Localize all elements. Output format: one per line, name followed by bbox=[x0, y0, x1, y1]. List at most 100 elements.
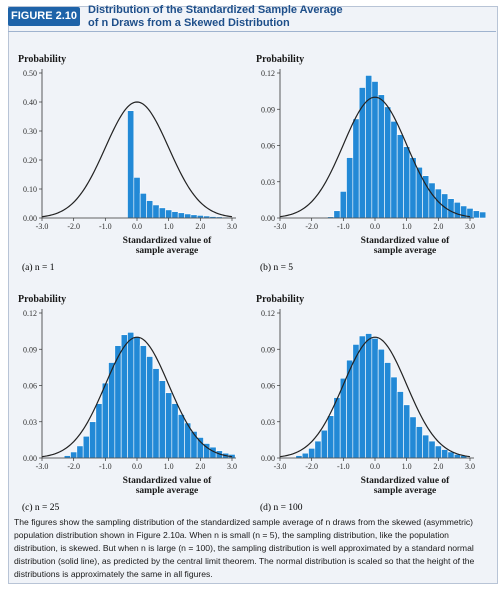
x-tick-label: -3.0 bbox=[36, 462, 49, 471]
histogram-bar bbox=[320, 429, 328, 459]
x-axis-label-line-2: sample average bbox=[374, 486, 437, 496]
histogram-bar bbox=[82, 435, 90, 459]
histogram-bar bbox=[165, 392, 173, 459]
chart-d: Probability 0.00 0.03 0.06 0.09 0.12 -3.0 -2.0 -… bbox=[256, 294, 475, 513]
histogram-bar bbox=[76, 445, 84, 459]
figure-title-line-2: of n Draws from a Skewed Distribution bbox=[88, 17, 290, 29]
x-tick-label: 2.0 bbox=[195, 222, 205, 231]
normal-density-curve bbox=[41, 336, 233, 458]
histogram-bar bbox=[333, 397, 341, 459]
x-axis-label-line-2: sample average bbox=[136, 486, 199, 496]
y-tick-label: 0.03 bbox=[261, 178, 275, 187]
histogram-bar bbox=[428, 182, 436, 219]
histogram-bar bbox=[377, 94, 385, 219]
histogram-bar bbox=[146, 200, 154, 219]
histogram-bar bbox=[396, 134, 404, 219]
histogram-bar bbox=[428, 440, 436, 459]
histogram-bar bbox=[371, 338, 379, 459]
title-divider bbox=[8, 31, 496, 32]
y-tick-label: 0.40 bbox=[23, 98, 37, 107]
y-tick-label: 0.03 bbox=[261, 418, 275, 427]
y-axis-label: Probability bbox=[18, 54, 66, 65]
histogram-bar bbox=[301, 452, 309, 459]
x-tick-label: 1.0 bbox=[164, 462, 174, 471]
y-tick-label: 0.09 bbox=[261, 345, 275, 354]
normal-density-curve bbox=[41, 101, 233, 218]
histogram-bar bbox=[95, 403, 103, 459]
y-tick-label: 0.12 bbox=[23, 309, 37, 318]
x-tick-label: -1.0 bbox=[337, 462, 350, 471]
x-tick-label: 1.0 bbox=[164, 222, 174, 231]
histogram-bar bbox=[434, 445, 442, 459]
x-tick-label: -3.0 bbox=[274, 462, 287, 471]
histogram-bar bbox=[415, 426, 423, 459]
x-tick-label: 1.0 bbox=[402, 222, 412, 231]
histogram-bar bbox=[365, 333, 373, 459]
subcaption-c: (c) n = 25 bbox=[22, 502, 60, 513]
x-tick-label: 3.0 bbox=[227, 462, 237, 471]
histogram-bar bbox=[390, 121, 398, 219]
x-axis-label-line-2: sample average bbox=[374, 246, 437, 256]
histogram-bar bbox=[171, 211, 179, 219]
histogram-bar bbox=[409, 157, 417, 219]
chart-panel-c: Probability 0.00 0.03 0.06 0.09 0.12 -3.0 -2.0 -… bbox=[14, 286, 249, 536]
y-tick-label: 0.06 bbox=[261, 382, 275, 391]
y-tick-label: 0.12 bbox=[261, 309, 275, 318]
x-tick-label: -1.0 bbox=[99, 462, 112, 471]
histogram-bar bbox=[441, 449, 449, 459]
histogram-bar bbox=[171, 403, 179, 459]
histogram-bar bbox=[108, 362, 116, 459]
histogram-bar bbox=[158, 207, 166, 219]
y-tick-label: 0.00 bbox=[23, 454, 37, 463]
figure-frame bbox=[8, 6, 498, 584]
histogram-bar bbox=[352, 118, 360, 219]
figure-title-line-1: Distribution of the Standardized Sample … bbox=[88, 4, 343, 16]
x-axis-label-line-1: Standardized value of bbox=[123, 476, 213, 486]
chart-panel-b: Probability 0.00 0.03 0.06 0.09 0.12 -3.0 -2.0 -… bbox=[252, 46, 487, 296]
x-tick-label: 0.0 bbox=[370, 462, 380, 471]
normal-density-curve bbox=[279, 336, 471, 458]
histogram-bar bbox=[152, 368, 160, 459]
y-axis-label: Probability bbox=[18, 294, 66, 305]
histogram-bar bbox=[101, 382, 109, 459]
histogram-bar bbox=[190, 431, 198, 459]
y-tick-label: 0.00 bbox=[23, 214, 37, 223]
histogram-bar bbox=[403, 404, 411, 459]
histogram-bar bbox=[396, 391, 404, 459]
histogram-bar bbox=[139, 345, 147, 459]
histogram-bar bbox=[196, 437, 204, 459]
x-tick-label: -2.0 bbox=[305, 462, 318, 471]
x-tick-label: -1.0 bbox=[337, 222, 350, 231]
y-tick-label: 0.12 bbox=[261, 69, 275, 78]
histogram-bar bbox=[358, 335, 366, 459]
x-axis-label-line-1: Standardized value of bbox=[361, 236, 451, 246]
x-tick-label: 3.0 bbox=[465, 222, 475, 231]
x-tick-label: 0.0 bbox=[370, 222, 380, 231]
histogram-bar bbox=[127, 332, 135, 459]
histogram-bar bbox=[377, 348, 385, 459]
subcaption-a: (a) n = 1 bbox=[22, 262, 55, 273]
histogram-bar bbox=[177, 212, 185, 219]
x-tick-label: 2.0 bbox=[433, 462, 443, 471]
histogram-bar bbox=[327, 415, 335, 459]
histogram-bar bbox=[139, 193, 147, 219]
x-tick-label: 1.0 bbox=[402, 462, 412, 471]
y-tick-label: 0.09 bbox=[261, 105, 275, 114]
x-axis-label-line-1: Standardized value of bbox=[123, 236, 213, 246]
histogram-bar bbox=[333, 210, 341, 219]
y-tick-label: 0.30 bbox=[23, 127, 37, 136]
y-tick-label: 0.03 bbox=[23, 418, 37, 427]
x-axis-label-line-1: Standardized value of bbox=[361, 476, 451, 486]
chart-b: Probability 0.00 0.03 0.06 0.09 0.12 -3.0 -2.0 -… bbox=[256, 54, 487, 273]
x-tick-label: -3.0 bbox=[274, 222, 287, 231]
histogram-bar bbox=[308, 448, 316, 459]
histogram-bar bbox=[422, 175, 430, 219]
histogram-bar bbox=[89, 421, 97, 459]
chart-c: Probability 0.00 0.03 0.06 0.09 0.12 -3.0 -2.0 -… bbox=[18, 294, 237, 513]
x-tick-label: -2.0 bbox=[305, 222, 318, 231]
y-tick-label: 0.06 bbox=[23, 382, 37, 391]
y-tick-label: 0.06 bbox=[261, 142, 275, 151]
histogram-bar bbox=[190, 214, 198, 219]
y-axis-label: Probability bbox=[256, 54, 304, 65]
chart-a: Probability 0.00 0.10 0.20 0.30 0.40 0.50 -3.0 -… bbox=[18, 54, 237, 273]
